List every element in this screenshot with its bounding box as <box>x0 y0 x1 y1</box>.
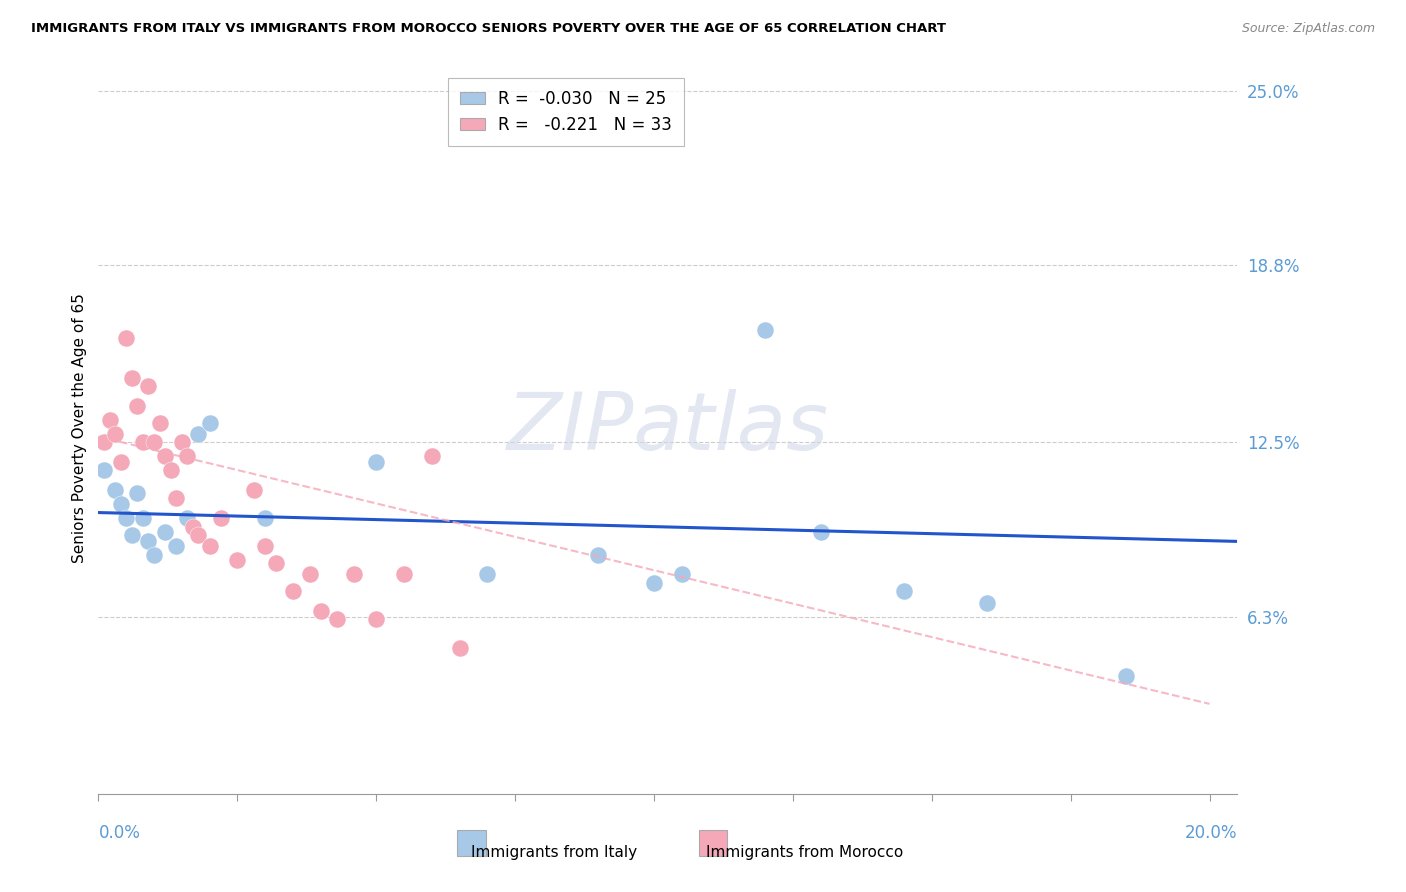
Point <box>477 567 499 582</box>
Point <box>176 450 198 464</box>
Point <box>243 483 266 497</box>
Text: Immigrants from Morocco: Immigrants from Morocco <box>706 845 903 860</box>
Point <box>309 604 332 618</box>
Point <box>110 497 132 511</box>
Text: Immigrants from Italy: Immigrants from Italy <box>471 845 637 860</box>
Point <box>143 548 166 562</box>
Point <box>976 596 998 610</box>
Y-axis label: Seniors Poverty Over the Age of 65: Seniors Poverty Over the Age of 65 <box>72 293 87 563</box>
Point <box>187 426 209 441</box>
Point <box>298 567 321 582</box>
Point <box>209 511 232 525</box>
Point <box>153 525 176 540</box>
Point <box>127 399 149 413</box>
Point <box>127 486 149 500</box>
Point <box>104 426 127 441</box>
Point <box>254 511 277 525</box>
Point <box>138 379 160 393</box>
Point <box>392 567 415 582</box>
Point <box>104 483 127 497</box>
Point <box>198 539 221 553</box>
Point <box>449 640 471 655</box>
Point <box>115 331 138 345</box>
Text: ZIPatlas: ZIPatlas <box>506 389 830 467</box>
Point <box>281 584 304 599</box>
Point <box>153 450 176 464</box>
Point <box>187 528 209 542</box>
Point <box>198 416 221 430</box>
Point <box>754 323 776 337</box>
Point <box>121 528 143 542</box>
Point <box>143 435 166 450</box>
Point <box>132 435 155 450</box>
FancyBboxPatch shape <box>457 830 485 856</box>
Point <box>420 450 443 464</box>
Point <box>810 525 832 540</box>
Point <box>93 435 115 450</box>
Point <box>159 463 181 477</box>
Text: 20.0%: 20.0% <box>1185 824 1237 842</box>
Point <box>226 553 249 567</box>
FancyBboxPatch shape <box>699 830 727 856</box>
Point <box>643 575 665 590</box>
Point <box>588 548 610 562</box>
Point <box>110 455 132 469</box>
Point <box>326 612 349 626</box>
Point <box>148 416 170 430</box>
Point <box>893 584 915 599</box>
Text: 0.0%: 0.0% <box>98 824 141 842</box>
Point <box>132 511 155 525</box>
Point <box>115 511 138 525</box>
Point <box>366 612 388 626</box>
Point <box>138 533 160 548</box>
Point <box>264 556 287 570</box>
Point <box>181 519 204 533</box>
Legend: R =  -0.030   N = 25, R =   -0.221   N = 33: R = -0.030 N = 25, R = -0.221 N = 33 <box>449 78 683 145</box>
Point <box>1115 669 1137 683</box>
Point <box>366 455 388 469</box>
Point <box>93 463 115 477</box>
Point <box>176 511 198 525</box>
Point <box>165 491 187 506</box>
Point <box>671 567 693 582</box>
Point <box>254 539 277 553</box>
Point <box>98 413 121 427</box>
Text: IMMIGRANTS FROM ITALY VS IMMIGRANTS FROM MOROCCO SENIORS POVERTY OVER THE AGE OF: IMMIGRANTS FROM ITALY VS IMMIGRANTS FROM… <box>31 22 946 36</box>
Point <box>165 539 187 553</box>
Point <box>343 567 366 582</box>
Text: Source: ZipAtlas.com: Source: ZipAtlas.com <box>1241 22 1375 36</box>
Point <box>170 435 193 450</box>
Point <box>121 370 143 384</box>
